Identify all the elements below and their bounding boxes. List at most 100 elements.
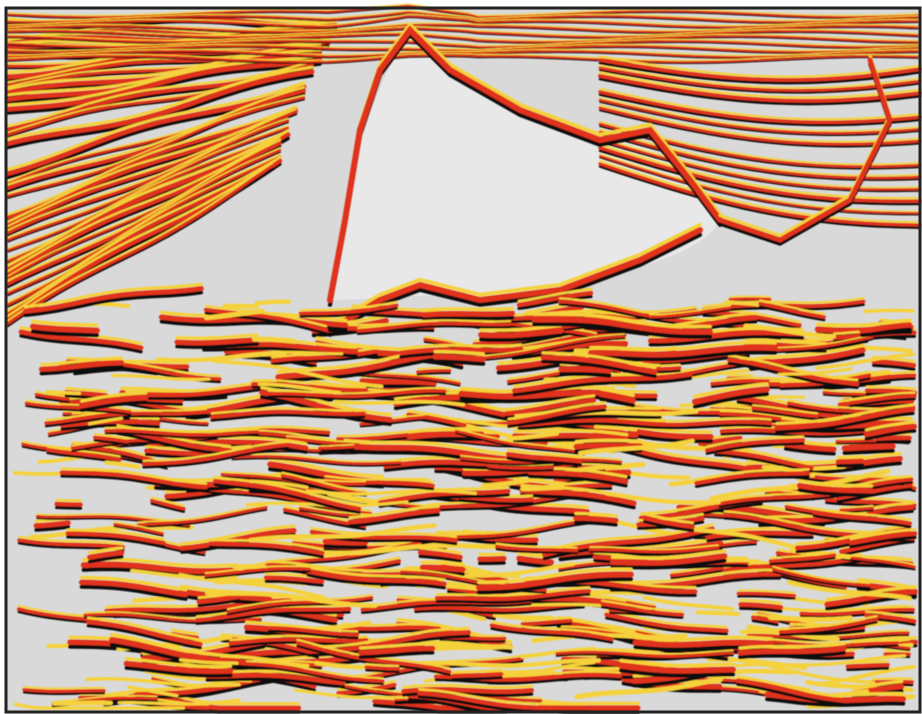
reflector-red [45, 448, 122, 462]
reflector-yellow [266, 559, 406, 573]
reflector-black [799, 611, 915, 619]
reflector-yellow [6, 155, 282, 318]
reflector-red [5, 57, 323, 112]
reflector-yellow [479, 323, 563, 332]
reflector-yellow [320, 443, 355, 447]
reflector-red [713, 449, 814, 471]
reflector-red [136, 506, 268, 527]
reflector-black [79, 400, 148, 413]
reflector-yellow [204, 304, 328, 328]
reflector-yellow [7, 125, 289, 249]
reflector-black [849, 535, 917, 549]
reflector-yellow [795, 523, 911, 546]
reflector-red [417, 691, 590, 711]
reflector-black [23, 290, 204, 317]
reflector-red [33, 520, 71, 529]
reflector-yellow [490, 620, 613, 637]
reflector-black [775, 411, 915, 434]
reflector-red [342, 442, 525, 464]
reflector-yellow [599, 97, 921, 132]
reflector-red [722, 555, 863, 573]
reflector-yellow [693, 382, 769, 399]
reflector-yellow [599, 128, 921, 177]
reflector-yellow [175, 333, 259, 340]
reflector-red [839, 506, 875, 512]
reflector-yellow [23, 282, 203, 309]
reflector-black [425, 494, 589, 513]
reflector-yellow [6, 60, 314, 128]
reflector-yellow [113, 521, 164, 533]
reflector-red [506, 404, 607, 426]
reflector-black [541, 359, 657, 378]
reflector-yellow [800, 605, 915, 613]
reflector-black [6, 62, 322, 115]
reflector-black [600, 605, 684, 619]
reflector-black [60, 474, 208, 493]
reflector-red [322, 538, 369, 546]
reflector-yellow [245, 660, 384, 680]
reflector-black [822, 393, 865, 398]
reflector-red [598, 98, 922, 135]
reflector-yellow [598, 87, 922, 121]
reflector-red [738, 602, 784, 610]
reflector-black [872, 363, 916, 371]
reflector-black [66, 535, 166, 549]
reflector-yellow [7, 10, 919, 21]
reflector-yellow [668, 474, 722, 487]
reflector-black [478, 333, 564, 342]
reflector-yellow [39, 356, 124, 367]
reflector-red [270, 349, 379, 363]
reflector-yellow [822, 389, 865, 393]
reflector-black [231, 457, 402, 467]
reflector-yellow [222, 303, 259, 309]
reflector-black [520, 492, 636, 510]
reflector-black [79, 584, 188, 601]
reflector-yellow [7, 13, 919, 26]
reflector-yellow [772, 565, 871, 584]
reflector-yellow [759, 299, 826, 315]
reflector-black [842, 448, 895, 455]
reflector-black [812, 514, 912, 529]
reflector-yellow [495, 542, 578, 549]
reflector-red [421, 310, 516, 318]
reflector-red [758, 301, 826, 319]
reflector-red [573, 442, 644, 450]
reflector-yellow [35, 390, 70, 398]
reflector-yellow [359, 642, 435, 650]
reflector-black [846, 666, 890, 672]
reflector-red [632, 639, 775, 648]
reflector-yellow [80, 575, 188, 592]
reflector-yellow [863, 308, 915, 314]
reflector-yellow [254, 299, 291, 306]
reflector-black [517, 295, 593, 310]
reflector-yellow [7, 147, 281, 292]
reflector-yellow [507, 401, 607, 421]
reflector-red [520, 618, 573, 626]
reflector-yellow [328, 222, 702, 327]
reflector-red [364, 665, 401, 671]
reflector-red [113, 523, 164, 535]
reflector-yellow [836, 455, 864, 459]
reflector-black [30, 329, 99, 338]
reflector-red [783, 441, 837, 452]
reflector-yellow [211, 359, 384, 389]
reflector-yellow [610, 568, 781, 584]
reflector-yellow [268, 457, 384, 479]
reflector-black [124, 387, 272, 401]
reflector-yellow [307, 626, 471, 649]
reflector-red [598, 66, 922, 92]
reflector-yellow [45, 390, 82, 396]
reflector-red [598, 74, 922, 103]
reflector-black [532, 322, 713, 339]
reflector-red [519, 487, 637, 506]
reflector-black [849, 397, 916, 408]
reflector-red [357, 645, 436, 656]
reflector-red [7, 15, 919, 28]
reflector-red [7, 45, 919, 53]
reflector-yellow [64, 386, 108, 393]
reflector-black [25, 404, 132, 416]
reflector-red [80, 561, 239, 575]
reflector-yellow [598, 55, 922, 78]
reflector-red [735, 678, 845, 703]
reflector-yellow [7, 31, 919, 41]
